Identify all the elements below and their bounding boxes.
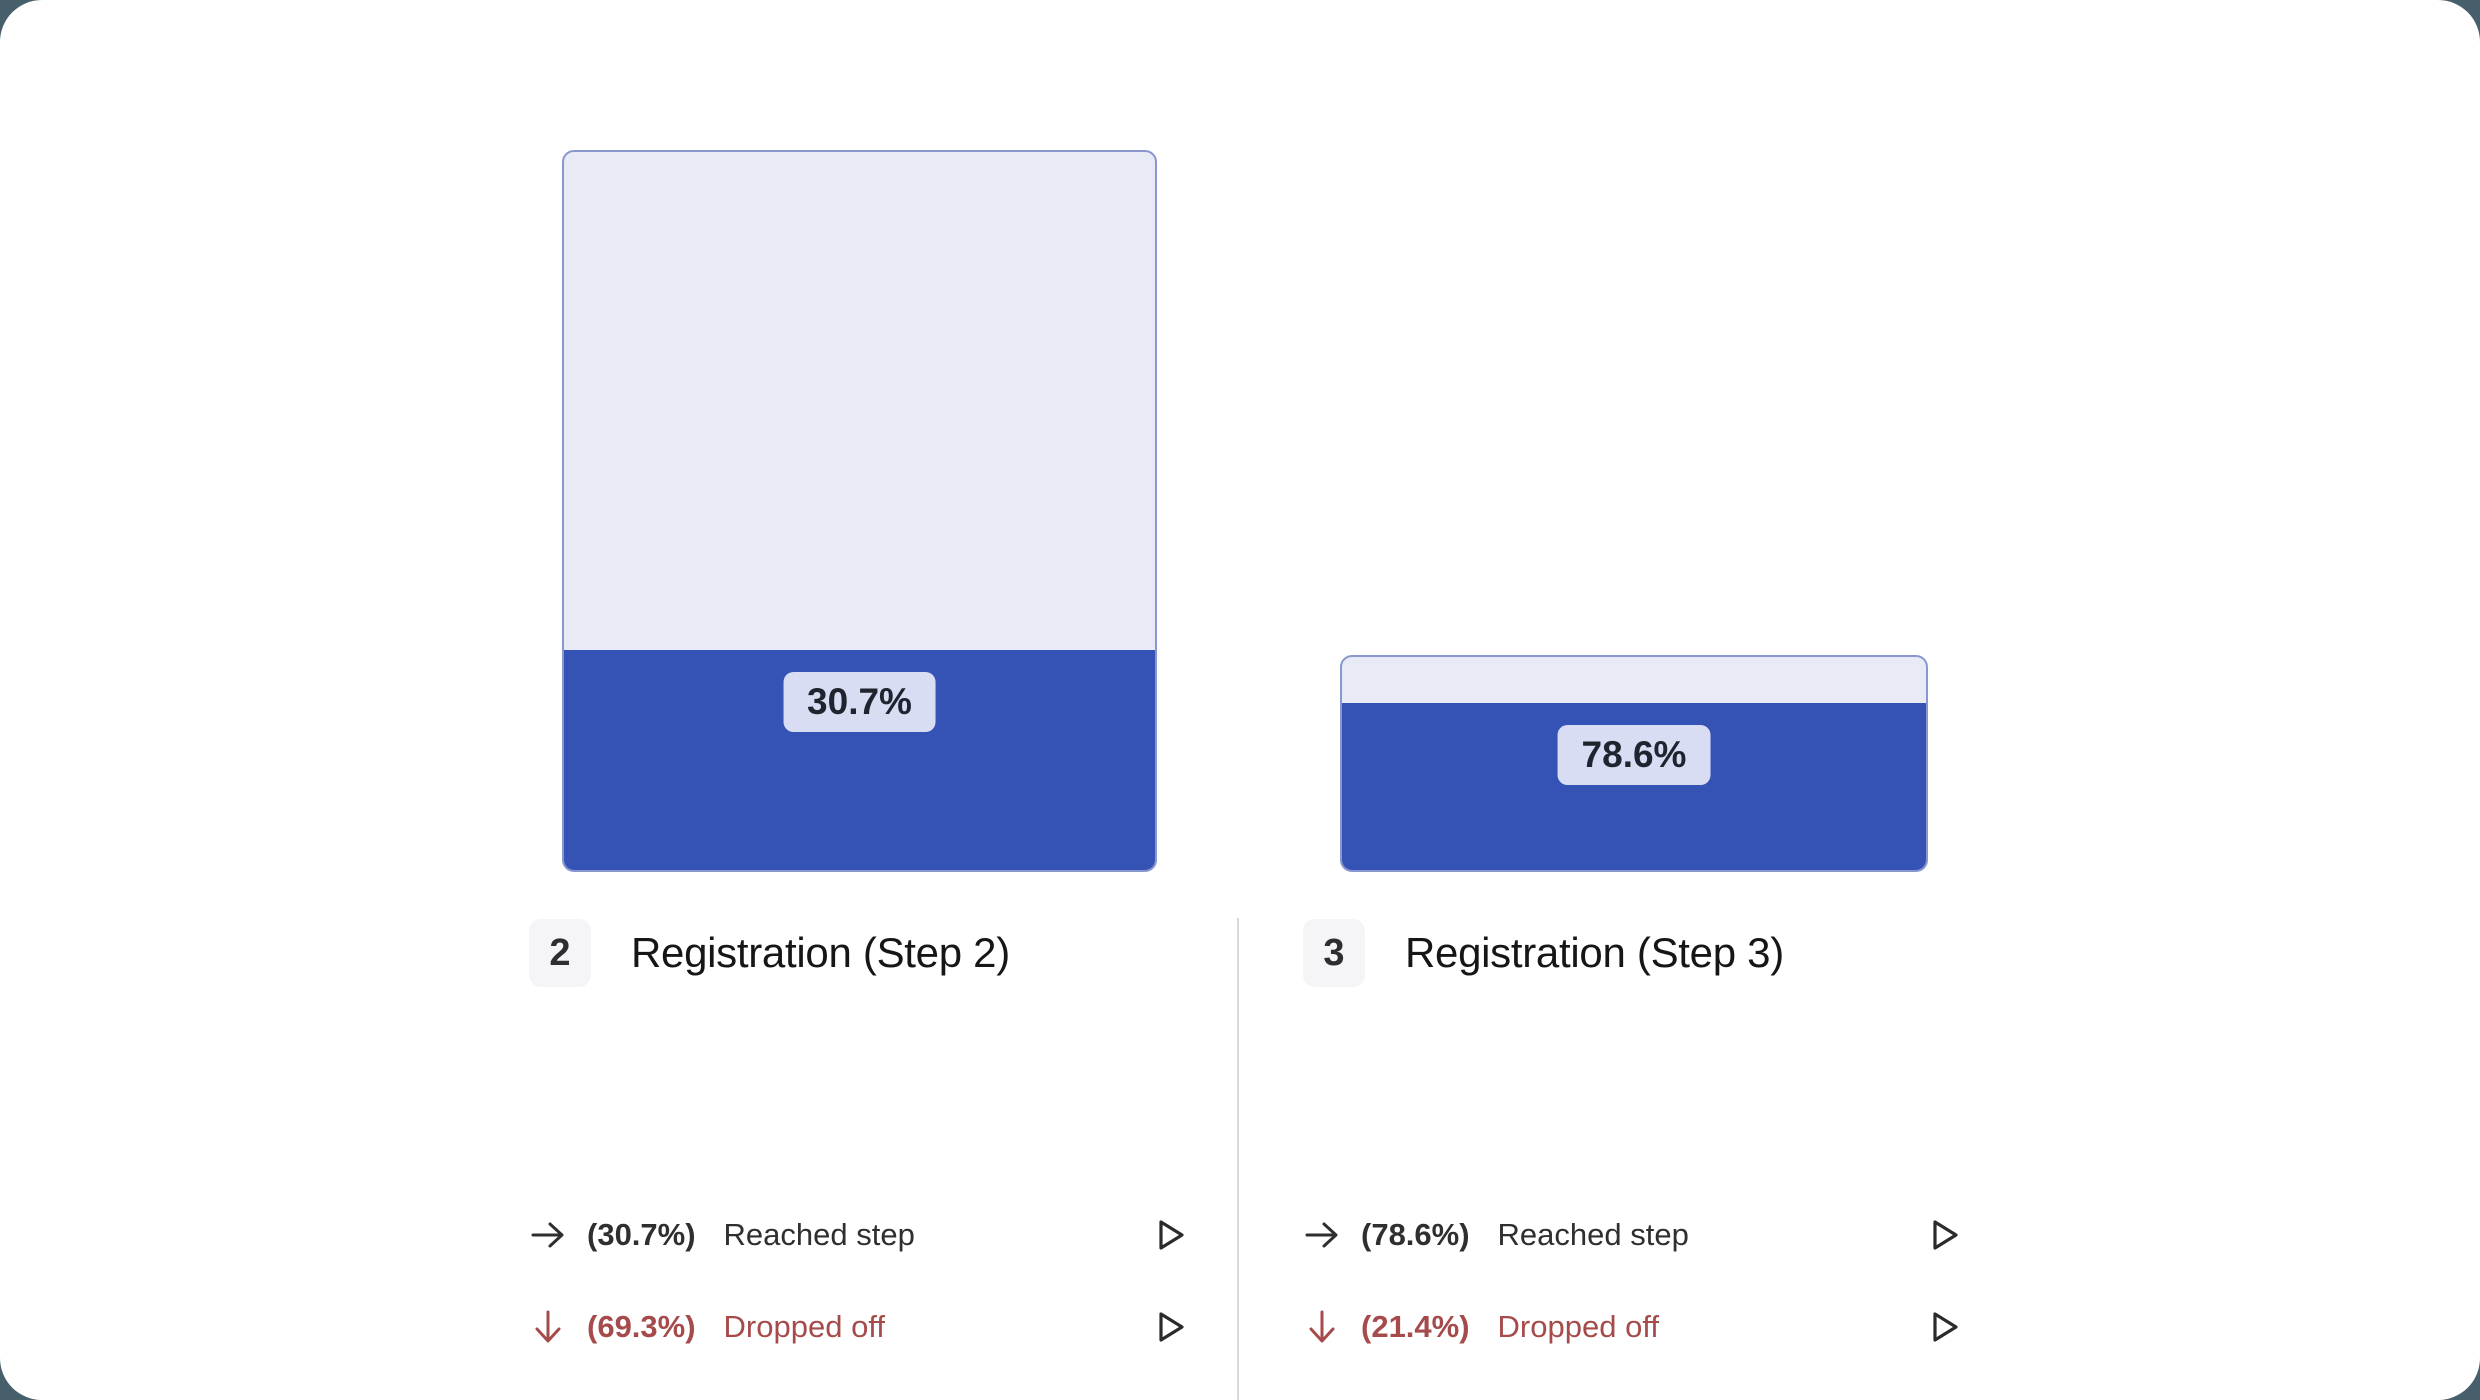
arrow-right-icon xyxy=(529,1216,567,1254)
step-title: Registration (Step 2) xyxy=(631,929,1010,976)
funnel-bar-step-2-fill[interactable]: 30.7% xyxy=(564,649,1155,870)
conversion-percent-chip-step-3: 78.6% xyxy=(1557,724,1711,785)
column-divider xyxy=(1237,918,1239,1400)
play-icon[interactable] xyxy=(1151,1213,1191,1257)
step-3-dropped-row: (21.4%) Dropped off xyxy=(1303,1295,1965,1359)
step-number-badge: 3 xyxy=(1303,919,1365,987)
arrow-down-icon xyxy=(1303,1308,1341,1346)
arrow-right-icon xyxy=(1303,1216,1341,1254)
step-2-reached-row: (30.7%) Reached step xyxy=(529,1203,1191,1267)
play-icon[interactable] xyxy=(1151,1305,1191,1349)
dropped-percent: (69.3%) xyxy=(587,1309,696,1344)
play-icon[interactable] xyxy=(1925,1213,1965,1257)
conversion-percent-chip-step-2: 30.7% xyxy=(783,671,936,732)
arrow-down-icon xyxy=(529,1308,567,1346)
step-title: Registration (Step 3) xyxy=(1405,929,1784,976)
reached-label: Reached step xyxy=(723,1217,915,1252)
dropped-label: Dropped off xyxy=(723,1309,885,1344)
step-3-reached-row: (78.6%) Reached step xyxy=(1303,1203,1965,1267)
step-2-dropped-row: (69.3%) Dropped off xyxy=(529,1295,1191,1359)
reached-label: Reached step xyxy=(1497,1217,1689,1252)
step-2-header: 2 Registration (Step 2) xyxy=(529,918,1010,988)
play-icon[interactable] xyxy=(1925,1305,1965,1349)
step-number-badge: 2 xyxy=(529,919,591,987)
step-3-header: 3 Registration (Step 3) xyxy=(1303,918,1784,988)
reached-percent: (78.6%) xyxy=(1361,1217,1470,1252)
dropped-label: Dropped off xyxy=(1497,1309,1659,1344)
funnel-bar-step-3-fill[interactable]: 78.6% xyxy=(1342,702,1926,870)
reached-percent: (30.7%) xyxy=(587,1217,696,1252)
funnel-bar-step-2[interactable]: 30.7% xyxy=(562,150,1157,872)
dropped-percent: (21.4%) xyxy=(1361,1309,1470,1344)
funnel-bar-step-3[interactable]: 78.6% xyxy=(1340,655,1928,872)
